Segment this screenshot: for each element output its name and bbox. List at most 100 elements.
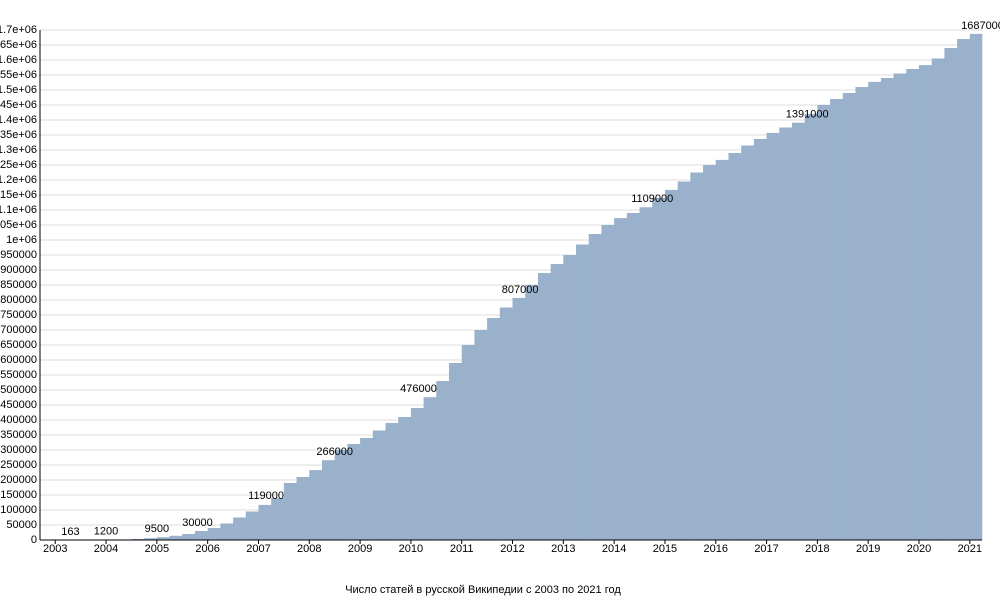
bar <box>817 105 831 540</box>
x-tick-label: 2020 <box>907 543 931 555</box>
bar <box>258 504 272 540</box>
y-tick-label: 650000 <box>0 339 37 351</box>
bar <box>741 145 755 540</box>
bar <box>271 498 285 540</box>
bar <box>868 81 882 541</box>
y-tick-label: 900000 <box>0 264 37 276</box>
bar <box>703 165 717 540</box>
bar <box>652 198 666 540</box>
bar <box>614 218 628 540</box>
y-tick-label: 150000 <box>0 489 37 501</box>
data-label: 163 <box>61 526 79 538</box>
y-tick-label: 1.5e+06 <box>0 84 37 96</box>
bar <box>410 408 424 540</box>
y-tick-label: 950000 <box>0 249 37 261</box>
x-tick-label: 2013 <box>551 543 575 555</box>
bar <box>398 417 412 540</box>
bar <box>372 430 386 540</box>
bar <box>309 470 323 540</box>
y-tick-label: 1.7e+06 <box>0 24 37 36</box>
bar <box>131 538 145 540</box>
bar <box>855 87 869 540</box>
bar <box>423 397 437 540</box>
y-tick-label: 50000 <box>6 519 37 531</box>
bar <box>449 363 463 540</box>
bar <box>461 345 475 540</box>
x-tick-label: 2004 <box>94 543 118 555</box>
y-tick-label: 1e+06 <box>6 234 37 246</box>
y-tick-label: 300000 <box>0 444 37 456</box>
x-tick-label: 2021 <box>958 543 982 555</box>
x-tick-label: 2010 <box>399 543 423 555</box>
bar <box>436 381 450 540</box>
y-tick-label: 500000 <box>0 384 37 396</box>
bar <box>601 225 615 540</box>
x-tick-label: 2003 <box>43 543 67 555</box>
data-label: 807000 <box>502 284 539 296</box>
bar <box>182 534 196 540</box>
bar <box>893 73 907 540</box>
bar <box>512 297 526 540</box>
bar <box>563 255 577 540</box>
data-label: 119000 <box>248 490 284 502</box>
y-tick-label: 1.45e+06 <box>0 99 37 111</box>
x-tick-label: 2009 <box>348 543 372 555</box>
y-tick-label: 450000 <box>0 399 37 411</box>
chart-title: Число статей в русской Википедии с 2003 … <box>345 584 621 596</box>
x-tick-label: 2007 <box>246 543 270 555</box>
y-tick-label: 1.4e+06 <box>0 114 37 126</box>
x-tick-label: 2014 <box>602 543 626 555</box>
y-tick-label: 800000 <box>0 294 37 306</box>
bar <box>639 207 653 541</box>
bar <box>537 273 551 540</box>
y-tick-label: 850000 <box>0 279 37 291</box>
bar <box>321 460 335 540</box>
y-tick-label: 100000 <box>0 504 37 516</box>
data-label: 9500 <box>145 523 169 535</box>
bar <box>931 58 945 540</box>
bar <box>499 307 513 540</box>
y-tick-label: 250000 <box>0 459 37 471</box>
y-tick-label: 1.1e+06 <box>0 204 37 216</box>
x-tick-label: 2019 <box>856 543 880 555</box>
data-label: 1109000 <box>631 193 673 205</box>
bar <box>194 531 208 540</box>
bar <box>804 114 818 540</box>
bar <box>360 438 374 540</box>
bar <box>245 511 259 540</box>
data-label: 266000 <box>316 446 353 458</box>
data-label: 1200 <box>94 526 118 538</box>
bar <box>944 48 958 540</box>
y-tick-label: 1.15e+06 <box>0 189 37 201</box>
data-label: 1391000 <box>786 109 829 121</box>
data-label: 30000 <box>182 517 213 529</box>
y-tick-label: 1.55e+06 <box>0 69 37 81</box>
bar <box>690 172 704 540</box>
y-tick-label: 1.6e+06 <box>0 54 37 66</box>
bar <box>385 423 399 540</box>
bar <box>728 153 742 540</box>
bar <box>766 132 780 540</box>
bar <box>753 138 767 540</box>
data-label: 1687000 <box>961 20 1000 32</box>
x-tick-label: 2016 <box>704 543 728 555</box>
bar <box>906 69 920 540</box>
bar <box>474 330 488 540</box>
x-tick-label: 2017 <box>754 543 778 555</box>
y-tick-label: 750000 <box>0 309 37 321</box>
bar <box>830 99 844 540</box>
bar <box>957 39 971 540</box>
bar <box>969 33 983 541</box>
y-tick-label: 1.35e+06 <box>0 129 37 141</box>
bar <box>715 159 729 540</box>
x-tick-label: 2005 <box>145 543 169 555</box>
y-tick-label: 1.2e+06 <box>0 174 37 186</box>
y-tick-label: 1.25e+06 <box>0 159 37 171</box>
x-tick-label: 2008 <box>297 543 321 555</box>
y-tick-label: 1.3e+06 <box>0 144 37 156</box>
y-tick-label: 1.65e+06 <box>0 39 37 51</box>
bar <box>677 181 691 540</box>
y-tick-label: 200000 <box>0 474 37 486</box>
